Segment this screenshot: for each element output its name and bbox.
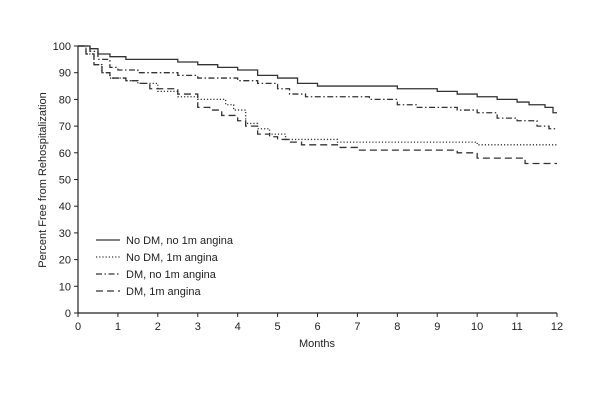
series-line-4 xyxy=(78,45,557,165)
x-tick-label: 5 xyxy=(275,321,281,333)
legend-label-3: DM, no 1m angina xyxy=(126,269,217,281)
series-line-1 xyxy=(78,45,557,114)
legend-label-1: No DM, no 1m angina xyxy=(126,235,234,247)
y-tick-label: 70 xyxy=(59,121,71,133)
x-tick-label: 2 xyxy=(155,321,161,333)
y-tick-label: 60 xyxy=(59,148,71,160)
series-line-3 xyxy=(78,45,557,130)
y-tick-label: 0 xyxy=(65,308,71,320)
x-tick-label: 11 xyxy=(511,321,522,333)
y-tick-label: 30 xyxy=(59,228,71,240)
y-tick-label: 10 xyxy=(59,281,71,293)
x-tick-label: 12 xyxy=(551,321,563,333)
x-tick-label: 1 xyxy=(115,321,121,333)
x-axis-title: Months xyxy=(299,338,336,350)
y-tick-label: 100 xyxy=(53,41,71,53)
y-tick-label: 50 xyxy=(59,175,71,187)
y-tick-label: 40 xyxy=(59,201,71,213)
x-tick-label: 6 xyxy=(314,321,320,333)
x-tick-label: 7 xyxy=(354,321,360,333)
x-tick-label: 10 xyxy=(471,321,483,333)
x-tick-label: 4 xyxy=(235,321,241,333)
y-tick-label: 20 xyxy=(59,255,71,267)
legend-label-2: No DM, 1m angina xyxy=(126,252,219,264)
y-tick-label: 90 xyxy=(59,68,71,80)
x-tick-label: 9 xyxy=(434,321,440,333)
y-tick-label: 80 xyxy=(59,94,71,106)
y-axis-title: Percent Free from Rehospitalization xyxy=(37,92,49,267)
legend-label-4: DM, 1m angina xyxy=(126,286,201,298)
x-tick-label: 8 xyxy=(394,321,400,333)
series-line-2 xyxy=(78,45,557,146)
x-tick-label: 3 xyxy=(195,321,201,333)
x-tick-label: 0 xyxy=(75,321,81,333)
